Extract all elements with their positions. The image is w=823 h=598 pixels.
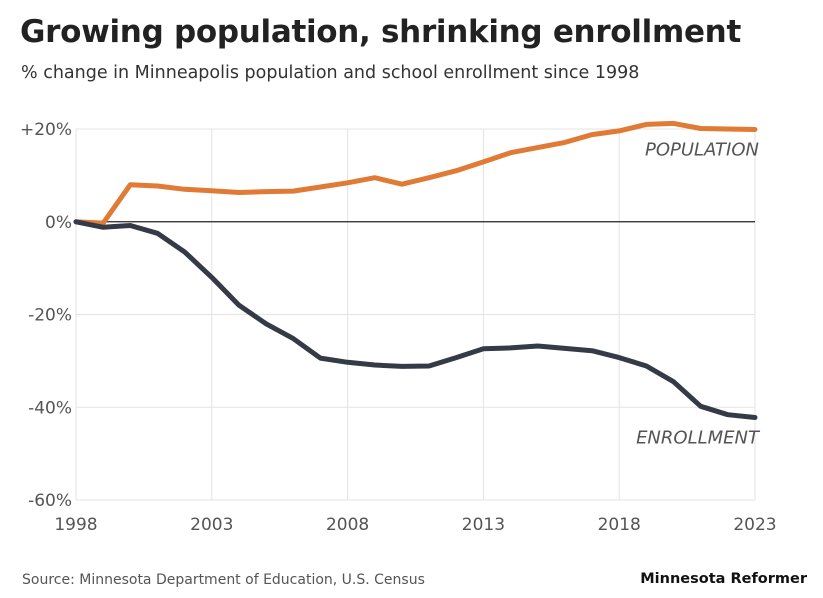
y-axis: +20% 0% -20% -40% -60% xyxy=(20,120,72,511)
series-labels: POPULATION ENROLLMENT xyxy=(636,139,761,448)
x-axis: 1998 2003 2008 2013 2018 2023 xyxy=(54,515,776,535)
chart-title: Growing population, shrinking enrollment xyxy=(20,14,741,50)
grid xyxy=(75,128,756,501)
y-tick-label: -60% xyxy=(28,491,72,511)
chart-subtitle: % change in Minneapolis population and s… xyxy=(21,63,640,83)
x-tick-label: 2013 xyxy=(462,515,505,535)
series-line-enrollment xyxy=(73,219,758,420)
series-label-population: POPULATION xyxy=(645,139,759,160)
x-tick-label: 1998 xyxy=(54,515,97,535)
series-line-population xyxy=(73,120,758,226)
series-label-enrollment: ENROLLMENT xyxy=(636,427,761,448)
series-group xyxy=(73,120,758,420)
x-tick-label: 2003 xyxy=(190,515,233,535)
x-tick-label: 2018 xyxy=(598,515,641,535)
source-note: Source: Minnesota Department of Educatio… xyxy=(22,572,425,588)
brand-logo: Minnesota Reformer xyxy=(640,571,807,587)
y-tick-label: -40% xyxy=(28,398,72,418)
y-tick-label: +20% xyxy=(20,120,72,140)
x-tick-label: 2008 xyxy=(326,515,369,535)
y-tick-label: -20% xyxy=(28,306,72,326)
x-tick-label: 2023 xyxy=(733,515,776,535)
y-tick-label: 0% xyxy=(45,213,72,233)
